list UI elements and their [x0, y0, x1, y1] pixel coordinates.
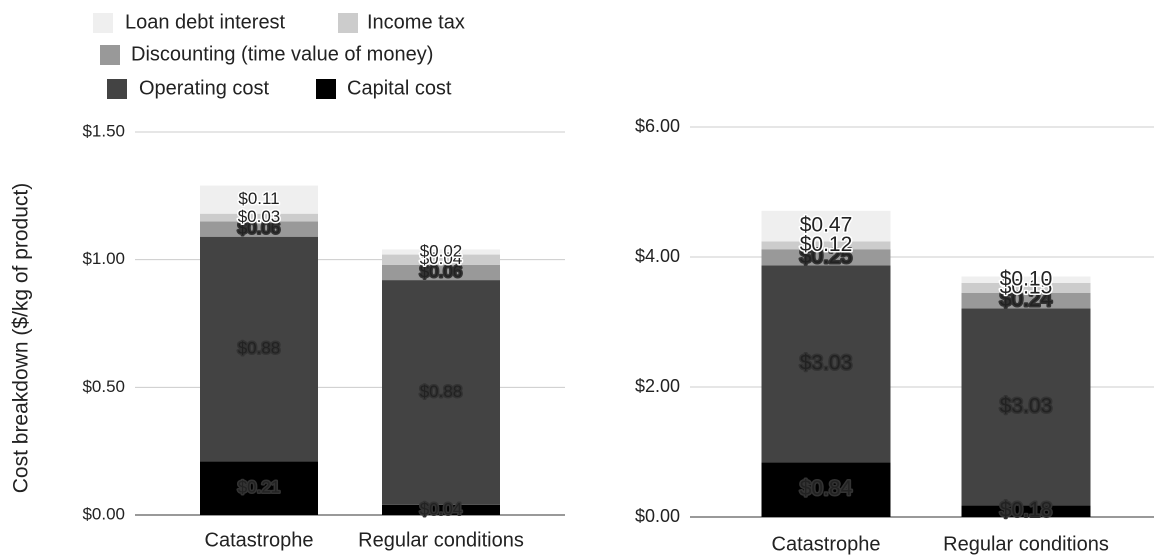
- bar-segment: [200, 185, 318, 214]
- y-tick-label: $2.00: [635, 376, 680, 396]
- x-tick-label: Catastrophe: [772, 533, 881, 555]
- y-tick-label: $0.50: [82, 377, 125, 396]
- data-label: $0.04: [420, 499, 463, 518]
- bar-segment: [382, 504, 500, 515]
- y-tick-label: $6.00: [635, 116, 680, 136]
- data-label: $0.06: [238, 219, 281, 238]
- data-label: $0.21: [238, 478, 281, 497]
- data-label: $0.25: [800, 245, 853, 268]
- y-tick-label: $0.00: [635, 506, 680, 526]
- bar-segment: [761, 241, 891, 250]
- legend-label: Discounting (time value of money): [131, 43, 433, 65]
- bar-segment: [200, 221, 318, 237]
- y-tick-label: $1.50: [82, 121, 125, 140]
- bar-segment: [761, 210, 891, 242]
- legend-swatch: [338, 13, 358, 33]
- bar-segment: [761, 249, 891, 266]
- bar-segment: [382, 249, 500, 255]
- data-label: $0.11: [238, 189, 279, 208]
- legend-swatch: [93, 13, 113, 33]
- bar-segment: [961, 276, 1091, 283]
- y-tick-label: $1.00: [82, 249, 125, 268]
- data-label: $0.02: [420, 241, 463, 260]
- data-label: $0.47: [800, 214, 853, 237]
- bar-segment: [961, 308, 1091, 506]
- legend-swatch: [107, 79, 127, 99]
- legend-swatch: [316, 79, 336, 99]
- data-label: $0.18: [1000, 499, 1053, 522]
- data-label: $0.10: [1000, 267, 1053, 290]
- bar-segment: [200, 213, 318, 222]
- legend-label: Income tax: [367, 11, 465, 33]
- data-label: $3.03: [1000, 394, 1053, 417]
- x-tick-label: Regular conditions: [358, 529, 524, 551]
- data-label: $0.15: [1000, 275, 1053, 298]
- data-label: $0.06: [420, 262, 463, 281]
- bar-segment: [382, 280, 500, 505]
- bar-segment: [961, 283, 1091, 293]
- bar-segment: [200, 236, 318, 462]
- data-label: $0.88: [420, 382, 463, 401]
- bar-segment: [761, 462, 891, 517]
- legend-swatch: [100, 45, 120, 65]
- y-axis-label: Cost breakdown ($/kg of product): [10, 183, 33, 494]
- bar-segment: [382, 264, 500, 281]
- data-label: $3.03: [800, 351, 853, 374]
- legend-label: Operating cost: [139, 77, 270, 99]
- x-tick-label: Catastrophe: [205, 529, 314, 551]
- y-tick-label: $0.00: [82, 504, 125, 523]
- y-tick-label: $4.00: [635, 246, 680, 266]
- data-label: $0.03: [238, 207, 281, 226]
- legend-label: Loan debt interest: [125, 11, 286, 33]
- legend-label: Capital cost: [347, 77, 452, 99]
- bar-segment: [761, 265, 891, 463]
- bar-segment: [961, 505, 1091, 517]
- x-tick-label: Regular conditions: [943, 533, 1109, 555]
- data-label: $0.24: [1000, 288, 1053, 311]
- bar-segment: [200, 461, 318, 515]
- data-label: $0.84: [800, 477, 853, 500]
- bar-segment: [382, 254, 500, 265]
- data-label: $0.04: [420, 249, 463, 268]
- data-label: $0.12: [800, 233, 853, 256]
- bar-segment: [961, 292, 1091, 309]
- data-label: $0.88: [238, 339, 281, 358]
